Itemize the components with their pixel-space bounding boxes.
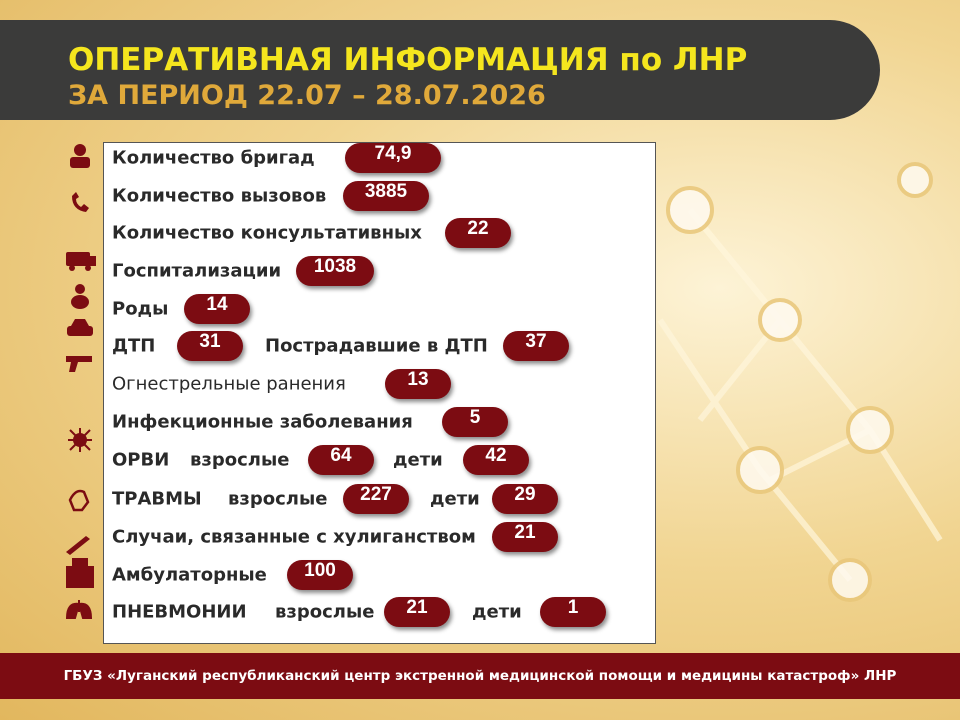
row-label: ДТП	[112, 335, 156, 357]
header-band	[0, 20, 880, 120]
value-pill: 21	[492, 522, 558, 552]
value-pill: 37	[503, 331, 569, 361]
row-label: ПНЕВМОНИИ	[112, 601, 247, 623]
info-box	[103, 142, 656, 644]
value-pill: 14	[184, 294, 250, 324]
row-label: Количество вызовов	[112, 185, 327, 207]
value-pill: 22	[445, 218, 511, 248]
row-label: ТРАВМЫ	[112, 488, 202, 510]
value-pill: 100	[287, 560, 353, 590]
value-pill: 64	[308, 445, 374, 475]
value-pill: 31	[177, 331, 243, 361]
row-label: взрослые	[190, 449, 290, 471]
value-pill: 13	[385, 369, 451, 399]
row-label: Роды	[112, 298, 169, 320]
row-label: Пострадавшие в ДТП	[265, 335, 488, 357]
row-label: взрослые	[275, 601, 375, 623]
value-pill: 1038	[296, 256, 374, 286]
subtitle: ЗА ПЕРИОД 22.07 – 28.07.2026	[68, 80, 546, 111]
row-label: дети	[430, 488, 480, 510]
row-label: дети	[472, 601, 522, 623]
value-pill: 42	[463, 445, 529, 475]
title: ОПЕРАТИВНАЯ ИНФОРМАЦИЯ по ЛНР	[68, 42, 748, 78]
icons	[65, 144, 96, 619]
row-label: Амбулаторные	[112, 564, 267, 586]
value-pill: 3885	[343, 181, 429, 211]
value-pill: 5	[442, 407, 508, 437]
row-label: дети	[393, 449, 443, 471]
value-pill: 1	[540, 597, 606, 627]
row-label: Случаи, связанные с хулиганством	[112, 526, 476, 548]
row-label: Госпитализации	[112, 260, 282, 282]
value-pill: 29	[492, 484, 558, 514]
row-label: Инфекционные заболевания	[112, 411, 413, 433]
row-label: ОРВИ	[112, 449, 170, 471]
row-label: Количество бригад	[112, 147, 315, 169]
value-pill: 74,9	[345, 143, 441, 173]
row-label: Количество консультативных	[112, 222, 422, 244]
footer: ГБУЗ «Луганский республиканский центр эк…	[0, 653, 960, 699]
value-pill: 21	[384, 597, 450, 627]
row-label: взрослые	[228, 488, 328, 510]
row-label: Огнестрельные ранения	[112, 373, 346, 395]
value-pill: 227	[343, 484, 409, 514]
